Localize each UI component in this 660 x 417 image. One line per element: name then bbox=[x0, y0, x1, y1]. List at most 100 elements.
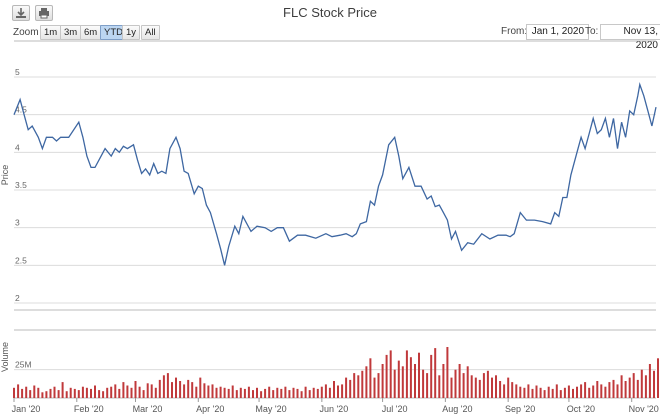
volume-bar bbox=[187, 379, 190, 398]
volume-axis-label: Volume bbox=[0, 342, 10, 372]
date-axis-ticks: Jan '20 Feb '20 Mar '20 Apr '20 May '20 Jun '… bbox=[12, 398, 659, 414]
volume-bar bbox=[41, 392, 44, 398]
volume-bars bbox=[13, 347, 659, 398]
download-button[interactable] bbox=[12, 5, 30, 21]
volume-bar bbox=[98, 390, 101, 398]
volume-bar bbox=[138, 386, 141, 398]
price-tick-label: 2.5 bbox=[15, 255, 27, 265]
volume-bar bbox=[588, 387, 591, 398]
volume-bar bbox=[409, 357, 412, 398]
volume-bar bbox=[612, 379, 615, 398]
date-tick-label: Oct '20 bbox=[567, 404, 595, 414]
volume-bar bbox=[551, 388, 554, 398]
volume-bar bbox=[231, 385, 234, 398]
volume-bar bbox=[389, 350, 392, 398]
volume-bar bbox=[110, 386, 113, 398]
volume-bar bbox=[555, 384, 558, 398]
volume-bar bbox=[256, 387, 258, 398]
date-tick-label: Jan '20 bbox=[12, 404, 41, 414]
volume-bar bbox=[284, 386, 287, 398]
volume-bar bbox=[25, 386, 28, 398]
to-date-input[interactable]: Nov 13, 2020 bbox=[600, 24, 660, 51]
volume-bar bbox=[134, 381, 137, 398]
volume-bar bbox=[422, 369, 425, 398]
volume-bar bbox=[57, 390, 60, 398]
to-label: To: bbox=[585, 26, 599, 37]
volume-bar bbox=[466, 366, 469, 398]
volume-bar bbox=[21, 388, 24, 398]
zoom-button-1y[interactable]: 1y bbox=[122, 25, 141, 40]
volume-bar bbox=[567, 385, 570, 398]
volume-bar bbox=[328, 387, 331, 398]
volume-bar bbox=[470, 375, 473, 398]
volume-bar bbox=[316, 388, 319, 398]
volume-bar bbox=[495, 375, 497, 398]
date-tick-label: Mar '20 bbox=[133, 404, 163, 414]
zoom-label: Zoom bbox=[13, 27, 39, 38]
zoom-button-all[interactable]: All bbox=[141, 25, 160, 40]
volume-bar bbox=[215, 387, 218, 398]
volume-bar bbox=[385, 354, 388, 398]
volume-bar bbox=[199, 377, 202, 398]
volume-bar bbox=[511, 382, 514, 398]
volume-bar bbox=[37, 387, 40, 398]
volume-bar bbox=[333, 381, 335, 398]
price-tick-label: 4.5 bbox=[15, 105, 27, 115]
volume-bar bbox=[183, 384, 186, 398]
volume-bar bbox=[365, 366, 368, 398]
volume-bar bbox=[90, 388, 92, 398]
volume-bar bbox=[142, 390, 145, 398]
volume-bar bbox=[600, 384, 603, 398]
volume-bar bbox=[235, 390, 238, 398]
volume-bar bbox=[227, 388, 230, 398]
volume-bar bbox=[203, 383, 206, 398]
volume-bar bbox=[527, 384, 530, 398]
volume-bar bbox=[640, 369, 643, 398]
volume-bar bbox=[531, 388, 534, 398]
price-line bbox=[13, 81, 657, 266]
volume-bar bbox=[191, 382, 194, 398]
volume-bar bbox=[450, 377, 453, 398]
volume-bar bbox=[535, 385, 538, 398]
volume-bar bbox=[543, 390, 546, 398]
volume-bar bbox=[211, 384, 214, 398]
volume-bar bbox=[462, 373, 465, 398]
volume-bar bbox=[393, 369, 396, 398]
volume-bar bbox=[280, 388, 283, 398]
volume-bar bbox=[175, 377, 177, 398]
date-tick-label: Jun '20 bbox=[319, 404, 348, 414]
volume-bar bbox=[304, 386, 307, 398]
date-tick-label: Feb '20 bbox=[74, 404, 104, 414]
volume-bar bbox=[458, 364, 461, 398]
volume-bar bbox=[628, 377, 631, 398]
volume-bar bbox=[53, 386, 56, 398]
volume-bar bbox=[288, 390, 291, 398]
volume-bar bbox=[624, 381, 627, 398]
volume-bar bbox=[401, 366, 404, 398]
print-button[interactable] bbox=[35, 5, 53, 21]
volume-bar bbox=[454, 369, 457, 398]
volume-bar bbox=[414, 364, 416, 398]
volume-bar bbox=[620, 375, 623, 398]
volume-bar bbox=[114, 384, 117, 398]
volume-bar bbox=[353, 373, 356, 398]
volume-bar bbox=[486, 370, 489, 398]
volume-bar bbox=[608, 382, 611, 398]
volume-bar bbox=[118, 388, 121, 398]
volume-bar bbox=[519, 386, 522, 398]
volume-bar bbox=[130, 387, 133, 398]
volume-bar bbox=[94, 385, 96, 398]
volume-bar bbox=[482, 373, 485, 398]
from-date-input[interactable]: Jan 1, 2020 bbox=[526, 24, 589, 40]
volume-bar bbox=[604, 386, 607, 398]
volume-bar bbox=[563, 387, 566, 398]
volume-bar bbox=[264, 388, 267, 398]
volume-bar bbox=[276, 387, 279, 398]
volume-bar bbox=[442, 364, 445, 398]
volume-bar bbox=[49, 388, 52, 398]
volume-bar bbox=[369, 358, 372, 398]
volume-bar bbox=[179, 381, 182, 398]
volume-bar bbox=[77, 390, 80, 398]
volume-bar bbox=[320, 386, 323, 398]
